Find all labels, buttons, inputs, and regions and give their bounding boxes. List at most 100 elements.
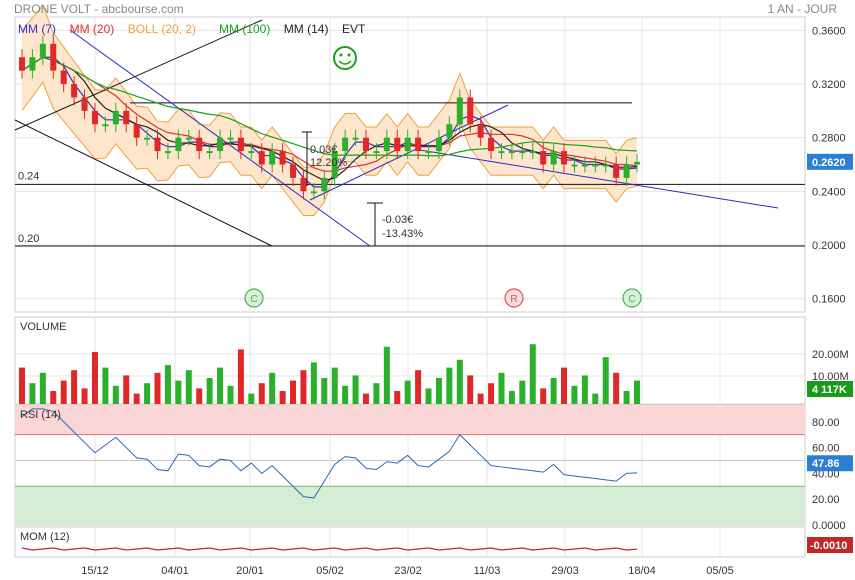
candle-body xyxy=(300,177,307,192)
candle-body xyxy=(39,43,46,58)
price-tick: 0.2800 xyxy=(812,133,846,145)
candle-body xyxy=(175,137,182,152)
chart-title: DRONE VOLT - abcbourse.com xyxy=(14,2,184,16)
volume-bar xyxy=(39,372,46,404)
volume-bar xyxy=(592,393,599,404)
volume-bar xyxy=(29,383,36,404)
candle-body xyxy=(550,151,557,165)
x-tick: 18/04 xyxy=(628,565,656,577)
candle-body xyxy=(227,137,234,140)
candle-body xyxy=(383,137,390,152)
bollinger-band xyxy=(21,4,638,216)
price-last-badge xyxy=(807,153,853,170)
volume-bar xyxy=(540,388,547,404)
volume-bar xyxy=(91,352,98,404)
candle-body xyxy=(269,151,276,165)
volume-bar xyxy=(352,375,359,404)
volume-bar xyxy=(415,370,422,404)
label-support-020: 0.20 xyxy=(18,233,39,245)
candle-body xyxy=(634,161,640,165)
event-marker-R xyxy=(504,288,524,308)
candle-body xyxy=(352,137,359,140)
rsi-tick: 0.0000 xyxy=(812,520,846,532)
candle-body xyxy=(602,164,609,167)
candle-body xyxy=(258,151,265,165)
volume-last-badge xyxy=(807,381,853,397)
volume-bar xyxy=(102,367,109,404)
candle-body xyxy=(19,57,25,71)
rsi-tick: 40.00 xyxy=(812,468,840,480)
measure-down-percent: -13.43% xyxy=(382,228,423,240)
legend-item: MM (20) xyxy=(70,22,115,36)
candle-body xyxy=(623,164,630,178)
candle-body xyxy=(581,164,588,167)
volume-bar xyxy=(581,375,588,404)
volume-bar xyxy=(456,359,463,404)
volume-bar xyxy=(446,367,453,404)
rsi-line xyxy=(21,408,638,499)
volume-bar xyxy=(425,388,432,404)
x-tick: 23/02 xyxy=(394,565,422,577)
volume-bar xyxy=(112,385,119,404)
candle-body xyxy=(467,97,474,125)
volume-bar xyxy=(488,383,495,404)
candle-body xyxy=(342,137,349,152)
candle-body xyxy=(498,151,505,154)
legend-item: MM (14) xyxy=(284,22,329,36)
legend-item: MM (100) xyxy=(219,22,270,36)
candle-body xyxy=(91,110,98,125)
rsi-tick: 80.00 xyxy=(812,417,840,429)
mom-panel-label: MOM (12) xyxy=(20,531,70,543)
measure-up-value: 0.03€ xyxy=(310,144,338,156)
bollinger-upper xyxy=(21,4,638,168)
candle-body xyxy=(81,97,88,111)
legend-item: EVT xyxy=(342,22,366,36)
volume-bar xyxy=(133,393,140,404)
candle-body xyxy=(404,137,411,152)
volume-bars xyxy=(19,344,640,404)
volume-bar xyxy=(237,349,244,404)
candle-body xyxy=(102,124,109,127)
volume-bar xyxy=(342,385,349,404)
candle-body xyxy=(248,151,255,154)
volume-bar xyxy=(373,383,380,404)
candle-body xyxy=(112,110,119,125)
volume-bar xyxy=(71,370,78,404)
volume-bar xyxy=(279,391,286,404)
smiley-eye xyxy=(347,53,351,57)
volume-bar xyxy=(217,367,224,404)
event-letter: R xyxy=(510,294,517,305)
candle-body xyxy=(519,151,526,154)
volume-bar xyxy=(154,372,161,404)
x-tick: 05/02 xyxy=(316,565,344,577)
volume-bar xyxy=(258,383,265,404)
volume-bar xyxy=(290,380,297,404)
candle-body xyxy=(279,151,286,165)
candle-body xyxy=(217,137,224,152)
candle-body xyxy=(373,151,380,154)
volume-bar xyxy=(60,380,67,404)
volume-bar xyxy=(508,391,515,404)
volume-tick: 10.00M xyxy=(812,371,849,383)
volume-bar xyxy=(206,378,213,404)
volume-bar xyxy=(123,375,130,404)
volume-bar xyxy=(550,378,557,404)
volume-last-label: 4 117K xyxy=(812,384,847,396)
legend-item: MM (7) xyxy=(18,22,56,36)
axes: 0.3600 0.3200 0.2800 0.2400 0.2000 0.1600 0.26… xyxy=(20,25,853,577)
bollinger-fill xyxy=(22,5,637,216)
volume-bar xyxy=(602,357,609,404)
candle-body xyxy=(540,151,547,165)
price-tick: 0.2400 xyxy=(812,186,846,198)
ma20-line xyxy=(21,56,638,172)
volume-bar xyxy=(310,362,317,404)
candle-body xyxy=(144,137,151,140)
candle-body xyxy=(29,57,36,71)
candle-body xyxy=(310,191,317,194)
candle-body xyxy=(71,84,78,98)
volume-bar xyxy=(331,367,338,404)
label-support-024: 0.24 xyxy=(18,170,39,182)
volume-bar xyxy=(362,393,369,404)
